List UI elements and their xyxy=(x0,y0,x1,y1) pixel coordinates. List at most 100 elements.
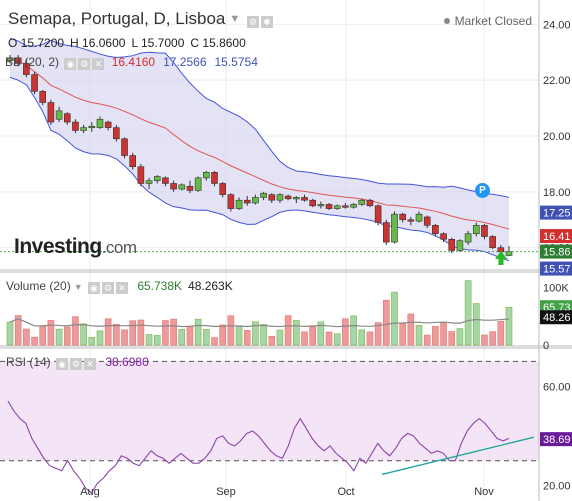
volume-bar xyxy=(243,330,251,346)
high-value: H 16.0600 xyxy=(70,36,126,50)
candle-up xyxy=(252,197,259,204)
settings-icon[interactable]: ⚙ xyxy=(101,282,114,294)
volume-bar xyxy=(423,334,431,346)
volume-bar xyxy=(137,319,145,346)
volume-bar xyxy=(252,321,259,346)
candle-down xyxy=(489,236,496,248)
candle-up xyxy=(472,225,480,235)
y-tick-label: 22.00 xyxy=(543,75,571,87)
close-icon[interactable]: ✕ xyxy=(92,58,105,70)
volume-bar xyxy=(121,329,128,346)
candle-down xyxy=(309,199,316,207)
price-tag-label: 15.86 xyxy=(543,247,571,259)
candle-up xyxy=(415,213,423,222)
candle-down xyxy=(219,183,226,195)
chevron-down-icon[interactable]: ▼ xyxy=(229,13,241,25)
candle-down xyxy=(162,177,169,184)
title-text: Semapa, Portugal, D, Lisboa xyxy=(8,9,226,28)
bb-mid-value: 16.4160 xyxy=(111,55,156,69)
volume-bar xyxy=(235,325,243,346)
volume-bar xyxy=(113,323,120,346)
volume-bar xyxy=(162,320,169,346)
candle-up xyxy=(235,199,243,209)
volume-bar xyxy=(472,303,480,346)
rsi-label: RSI (14) xyxy=(6,355,51,369)
candle-up xyxy=(505,251,513,256)
ohlc-readout: O 15.7200 H 16.0600 L 15.7000 C 15.8600 xyxy=(8,36,252,50)
candle-down xyxy=(243,199,251,204)
candle-down xyxy=(137,166,145,184)
low-value: L 15.7000 xyxy=(131,36,185,50)
price-tag-label: 16.41 xyxy=(543,231,571,243)
volume-bar xyxy=(497,321,505,346)
y-tick-label: 18.00 xyxy=(543,187,571,199)
volume-bar xyxy=(350,315,357,346)
settings-icon[interactable]: ⚙ xyxy=(70,358,83,370)
volume-bar xyxy=(153,335,161,346)
volume-bar xyxy=(284,315,292,346)
candle-down xyxy=(407,219,415,222)
candle-up xyxy=(317,204,325,207)
candle-up xyxy=(153,176,161,181)
logo-suffix: .com xyxy=(101,238,137,257)
candle-down xyxy=(47,102,55,123)
volume-bar xyxy=(301,331,308,346)
volume-bar xyxy=(6,321,14,346)
volume-value: 65.738K xyxy=(137,279,183,293)
candle-down xyxy=(301,197,308,201)
volume-bar xyxy=(505,306,513,346)
volume-bar xyxy=(23,328,30,346)
candle-down xyxy=(39,91,47,103)
volume-bar xyxy=(72,316,79,346)
candle-up xyxy=(88,125,96,129)
price-tag-label: 17.25 xyxy=(543,208,571,220)
candle-up xyxy=(276,194,284,201)
volume-ma-line xyxy=(9,318,510,328)
candle-up xyxy=(293,197,300,200)
volume-bar xyxy=(14,315,22,346)
chevron-down-icon[interactable]: ▼ xyxy=(73,282,83,292)
volume-legend[interactable]: Volume (20) ▼ ◉ ⚙ ✕ 65.738K 48.263K xyxy=(6,279,233,294)
candle-up xyxy=(333,205,341,209)
candle-up xyxy=(96,118,104,128)
candle-down xyxy=(342,205,349,208)
eye-icon[interactable]: ◉ xyxy=(64,58,77,70)
close-icon[interactable]: ✕ xyxy=(115,282,128,294)
market-status-text: Market Closed xyxy=(454,14,532,28)
volume-bar xyxy=(489,331,496,346)
candle-down xyxy=(423,216,431,226)
logo-main: Investing xyxy=(14,235,102,258)
close-icon[interactable]: ✕ xyxy=(84,358,97,370)
rsi-legend[interactable]: RSI (14) ◉ ⚙ ✕ 38.6980 xyxy=(6,355,149,370)
candle-down xyxy=(382,222,390,243)
settings-icon[interactable]: ⚙ xyxy=(246,16,259,28)
volume-bar xyxy=(63,326,71,346)
candle-up xyxy=(55,110,63,120)
pattern-marker[interactable]: P xyxy=(475,183,490,198)
volume-bar xyxy=(464,280,472,346)
chart-title: Semapa, Portugal, D, Lisboa ▼ ⚙ ✱ xyxy=(8,9,273,29)
y-tick-label: 20.00 xyxy=(543,131,571,143)
eye-icon[interactable]: ◉ xyxy=(87,282,100,294)
volume-bar xyxy=(358,329,366,346)
candle-up xyxy=(260,192,267,198)
settings-icon[interactable]: ⚙ xyxy=(78,58,91,70)
gear-icon[interactable]: ✱ xyxy=(260,16,273,28)
eye-icon[interactable]: ◉ xyxy=(56,358,69,370)
trend-line xyxy=(381,436,535,476)
candle-up xyxy=(464,233,472,243)
rsi-tick-label: 60.00 xyxy=(543,381,571,393)
volume-tick-label: 100K xyxy=(543,283,569,295)
volume-ma-tag-label: 48.26 xyxy=(543,312,571,324)
volume-bar xyxy=(399,323,406,346)
candle-down xyxy=(432,225,439,235)
candle-down xyxy=(268,194,276,201)
candle-down xyxy=(72,121,79,131)
bb-legend[interactable]: BB (20, 2) ◉ ⚙ ✕ 16.4160 17.2566 15.5754 xyxy=(5,55,258,70)
volume-bar xyxy=(382,299,390,346)
x-tick-label: Oct xyxy=(337,486,354,498)
volume-bar xyxy=(293,320,300,346)
volume-bar xyxy=(170,318,177,346)
open-value: O 15.7200 xyxy=(8,36,65,50)
